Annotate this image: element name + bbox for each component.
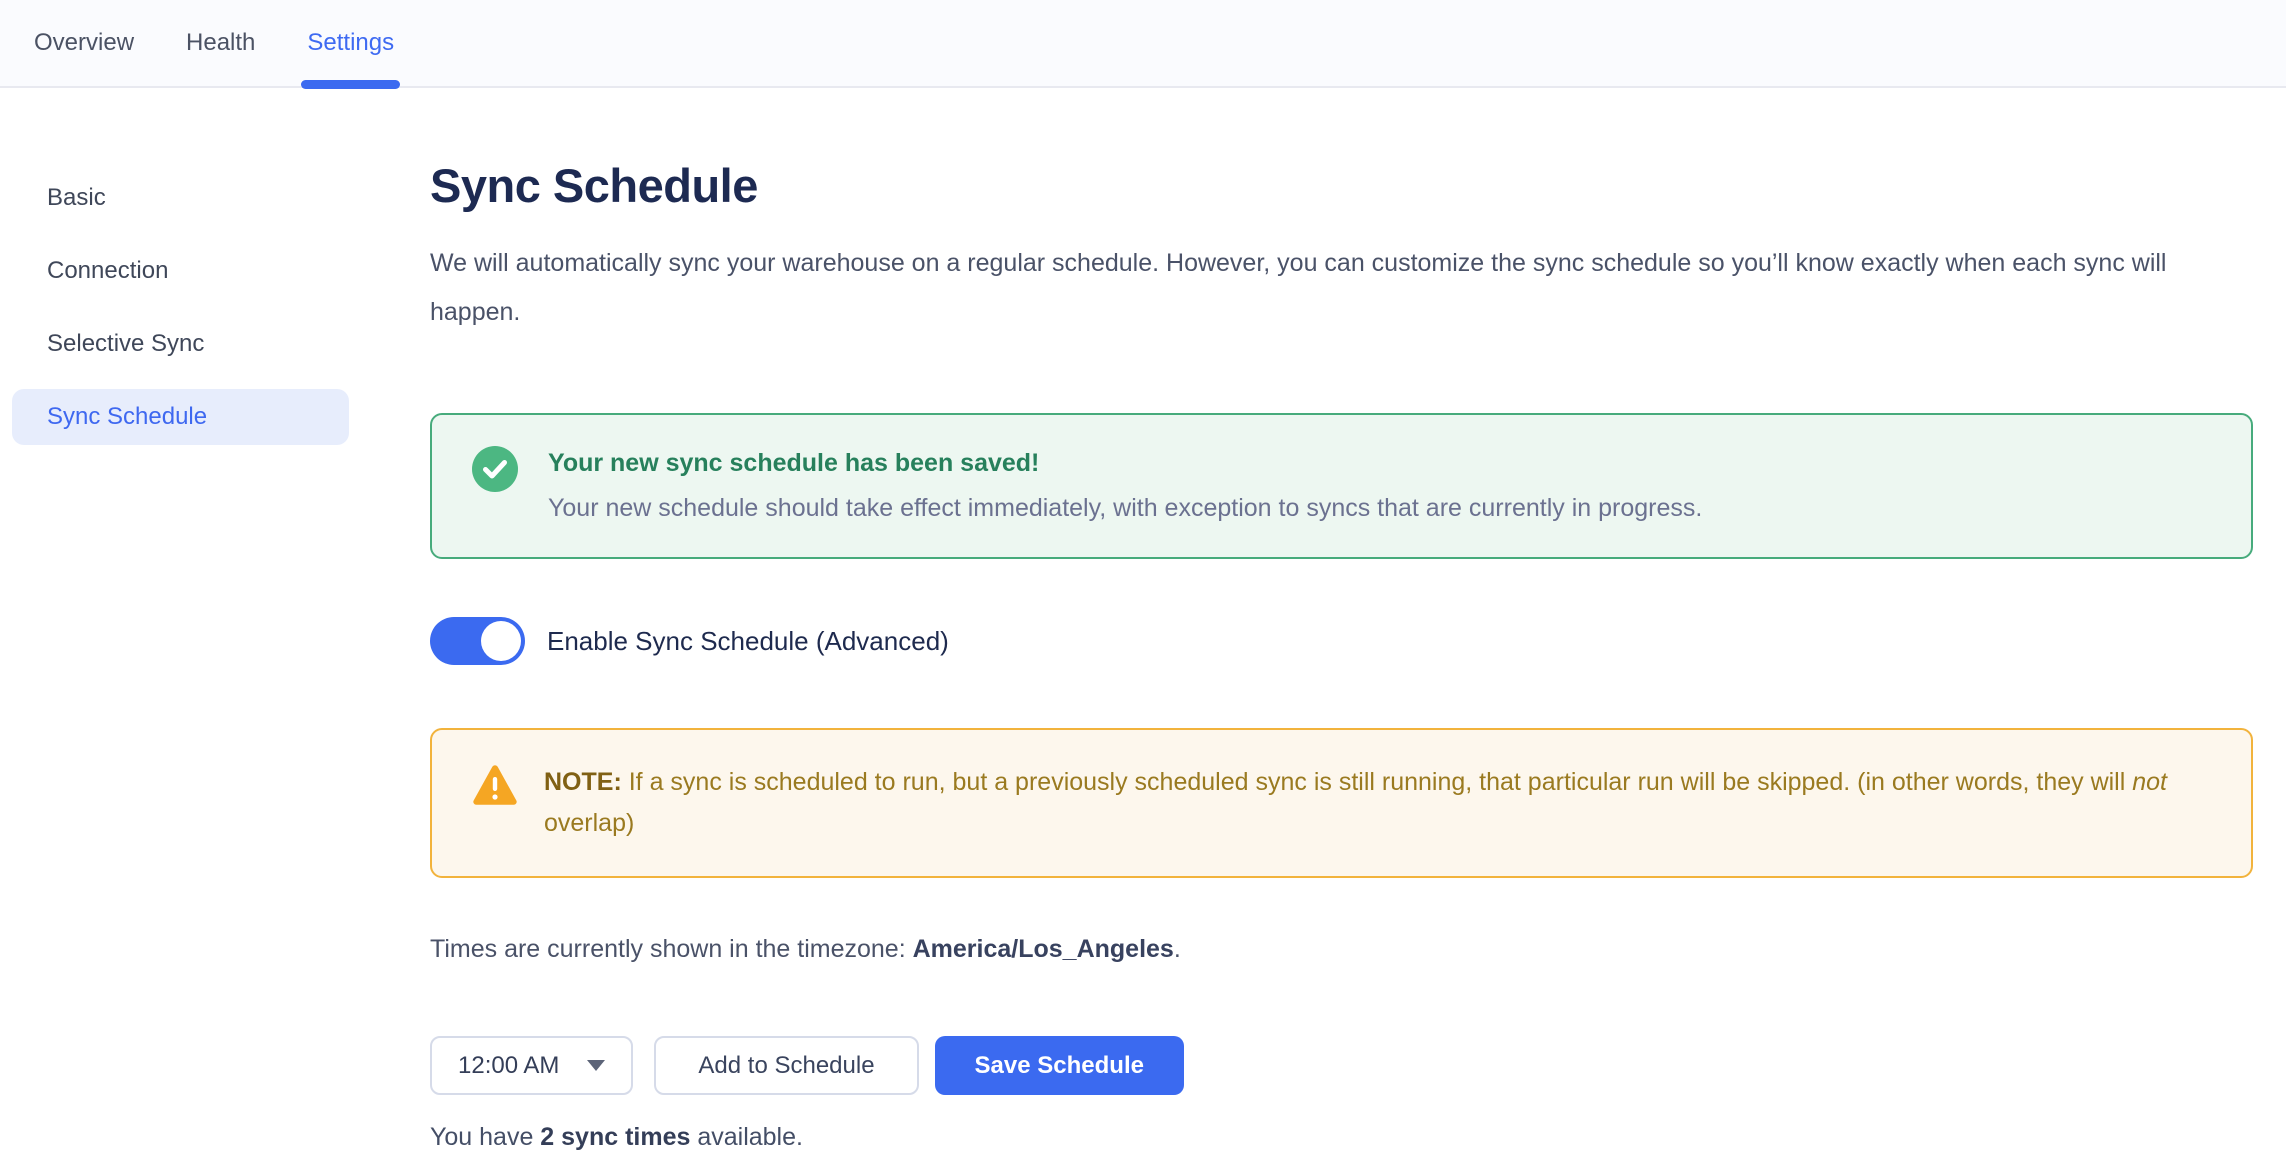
success-alert-text: Your new sync schedule has been saved! Y…: [548, 445, 1702, 527]
save-schedule-button[interactable]: Save Schedule: [934, 1036, 1184, 1095]
note-body-2: overlap): [544, 809, 635, 837]
warning-triangle-icon: [472, 764, 518, 811]
sync-schedule-panel: Sync Schedule We will automatically sync…: [430, 88, 2253, 1152]
sync-times-text-before: You have: [430, 1123, 541, 1151]
page-title: Sync Schedule: [430, 159, 758, 212]
timezone-line: Times are currently shown in the timezon…: [430, 935, 2253, 964]
success-alert-title: Your new sync schedule has been saved!: [548, 449, 1040, 477]
note-prefix: NOTE:: [544, 768, 622, 796]
tab-health[interactable]: Health: [186, 29, 256, 56]
sidebar-item-connection[interactable]: Connection: [47, 257, 169, 284]
chevron-down-icon: [587, 1060, 606, 1071]
note-text: NOTE: If a sync is scheduled to run, but…: [544, 762, 2184, 844]
note-alert: NOTE: If a sync is scheduled to run, but…: [430, 728, 2253, 878]
enable-sync-schedule-toggle[interactable]: [430, 617, 525, 665]
note-italic-word: not: [2132, 768, 2167, 796]
schedule-controls: 12:00 AM Add to Schedule Save Schedule: [430, 1036, 2253, 1095]
page-content: Basic Connection Selective Sync Sync Sch…: [0, 88, 2286, 1152]
sidebar-item-sync-schedule[interactable]: Sync Schedule: [12, 389, 349, 445]
check-circle-icon: [472, 446, 518, 497]
page-description: We will automatically sync your warehous…: [430, 249, 2167, 326]
note-body-1: If a sync is scheduled to run, but a pre…: [621, 768, 2133, 796]
sidebar-item-basic[interactable]: Basic: [47, 184, 106, 211]
tab-overview[interactable]: Overview: [34, 29, 135, 56]
sync-times-text-after: available.: [690, 1123, 803, 1151]
sync-times-count: 2 sync times: [540, 1123, 691, 1151]
tab-settings[interactable]: Settings: [301, 0, 400, 89]
toggle-label: Enable Sync Schedule (Advanced): [547, 625, 949, 656]
success-alert-body: Your new schedule should take effect imm…: [548, 494, 1703, 522]
time-select[interactable]: 12:00 AM: [430, 1036, 634, 1095]
success-alert: Your new sync schedule has been saved! Y…: [430, 413, 2253, 559]
sync-times-line: You have 2 sync times available.: [430, 1123, 2253, 1152]
time-select-value: 12:00 AM: [458, 1051, 560, 1079]
sidebar-item-selective-sync[interactable]: Selective Sync: [47, 330, 205, 357]
toggle-knob: [481, 621, 521, 661]
timezone-text: Times are currently shown in the timezon…: [430, 935, 913, 963]
settings-sidebar: Basic Connection Selective Sync Sync Sch…: [0, 88, 430, 1152]
timezone-period: .: [1173, 935, 1181, 963]
top-navigation: Overview Health Settings: [0, 0, 2286, 89]
enable-schedule-row: Enable Sync Schedule (Advanced): [430, 617, 2253, 665]
timezone-value: America/Los_Angeles: [912, 935, 1174, 963]
add-to-schedule-button[interactable]: Add to Schedule: [654, 1036, 919, 1095]
